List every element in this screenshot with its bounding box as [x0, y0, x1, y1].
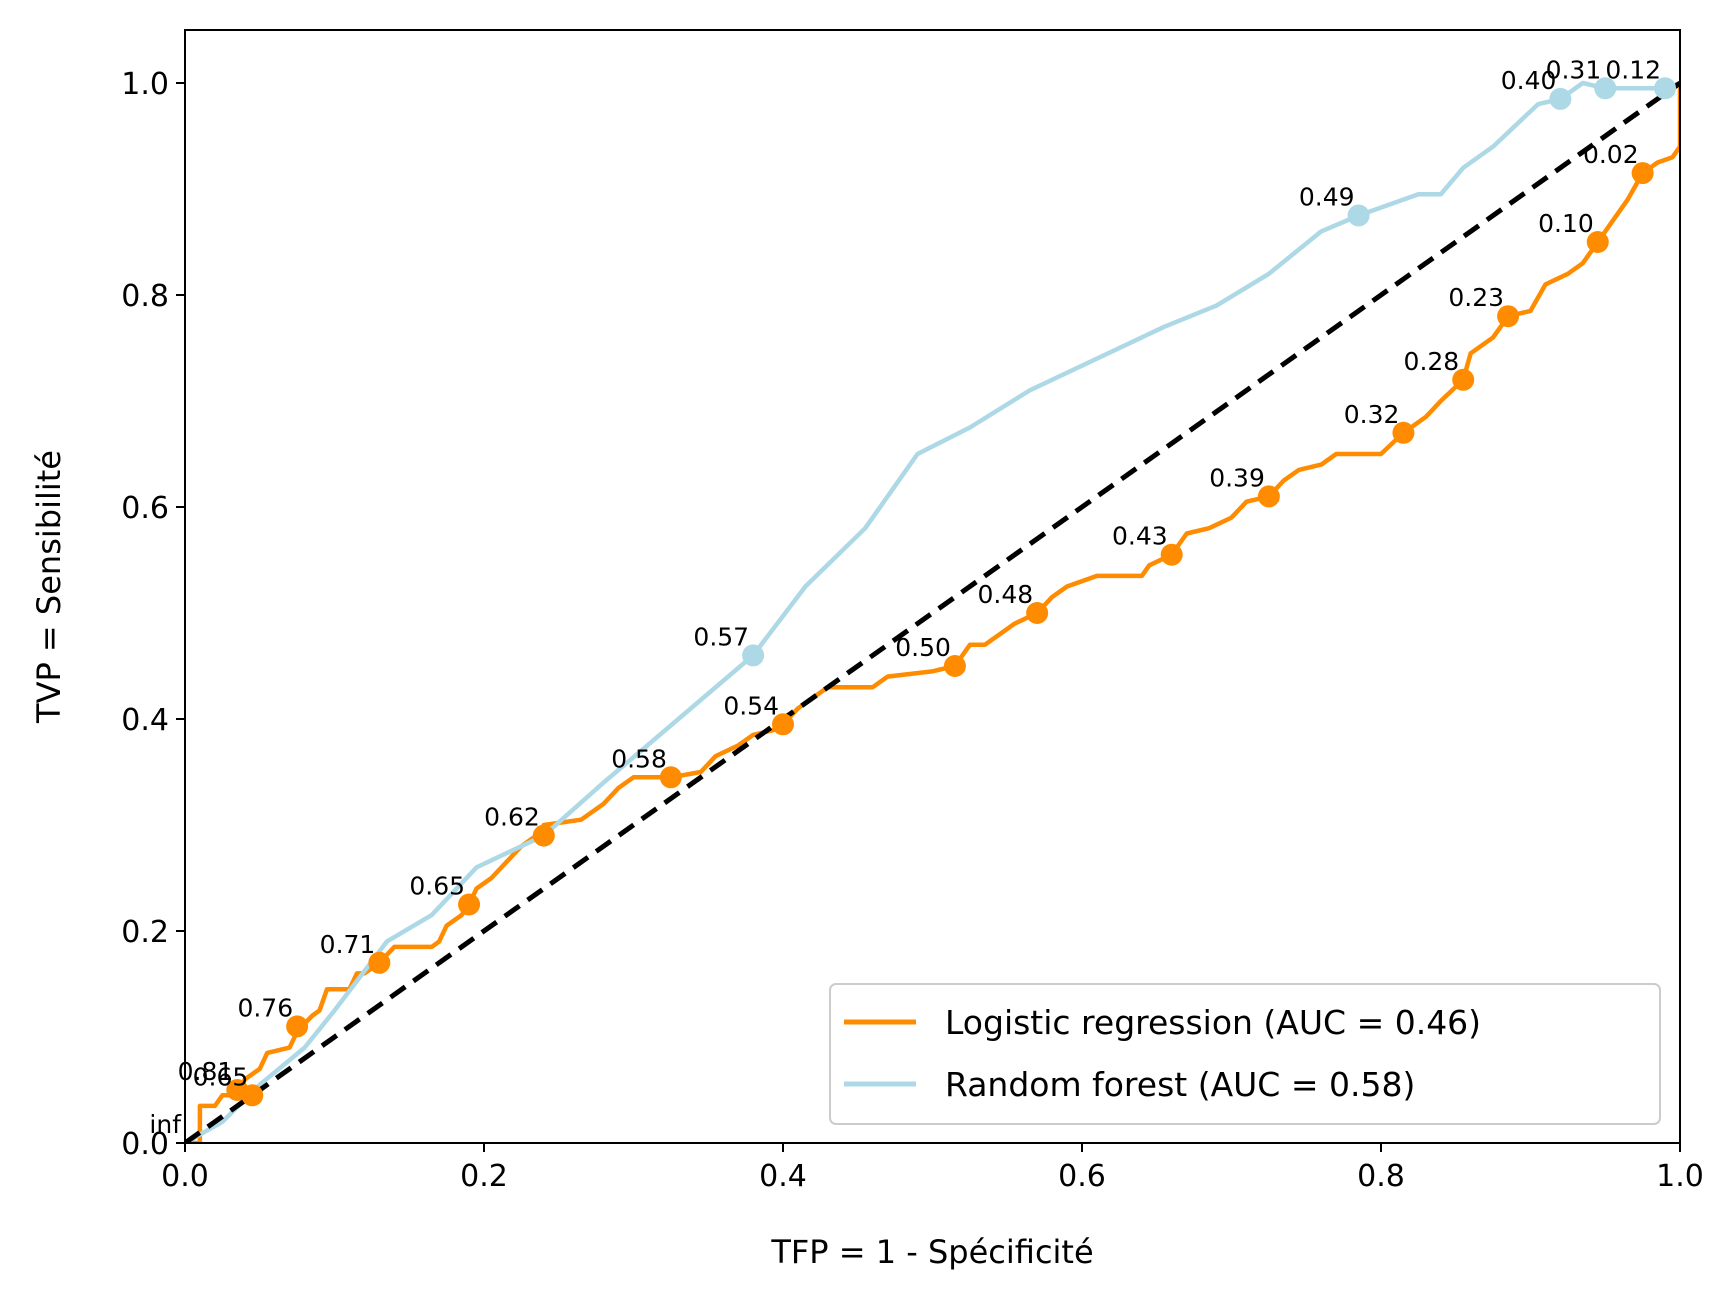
x-tick-label-1: 0.2 [460, 1159, 508, 1194]
threshold-label-1-1: 0.57 [693, 622, 749, 651]
threshold-label-0-14: 0.23 [1448, 283, 1504, 312]
diagonal-line [185, 80, 1680, 1143]
x-axis-label: TFP = 1 - Spécificité [770, 1233, 1093, 1271]
threshold-marker-0-7 [772, 713, 794, 736]
threshold-marker-0-11 [1257, 485, 1280, 508]
threshold-labels: 0.810.650.760.710.650.620.580.540.500.48… [149, 55, 1661, 1139]
threshold-marker-0-14 [1497, 305, 1520, 328]
threshold-marker-0-3 [368, 951, 391, 974]
y-tick-label-2: 0.4 [121, 703, 169, 738]
threshold-marker-0-15 [1586, 231, 1609, 253]
plot-frame [184, 29, 1681, 1144]
threshold-label-0-10: 0.43 [1112, 522, 1168, 551]
threshold-marker-0-6 [659, 766, 682, 789]
threshold-label-0-7: 0.54 [723, 691, 779, 720]
threshold-marker-0-8 [943, 655, 966, 677]
threshold-label-0-5: 0.62 [484, 803, 540, 832]
threshold-label-0-6: 0.58 [611, 744, 667, 773]
y-axis-label: TVP = Sensibilité [30, 450, 68, 724]
threshold-marker-0-1 [241, 1084, 264, 1107]
axis-ticks: 0.0 0.2 0.4 0.6 0.8 1.0 0.0 0.2 0.4 0.6 0.8 1.0 [121, 67, 1704, 1194]
data-layer [185, 77, 1680, 1143]
threshold-label-1-0: inf [149, 1110, 182, 1139]
threshold-label-0-13: 0.28 [1404, 347, 1460, 376]
y-tick-label-4: 0.8 [121, 279, 169, 314]
x-tick-label-2: 0.4 [759, 1159, 807, 1194]
threshold-marker-0-2 [286, 1015, 309, 1038]
x-tick-label-0: 0.0 [161, 1159, 209, 1194]
threshold-label-0-1: 0.65 [193, 1062, 249, 1091]
threshold-label-0-2: 0.76 [237, 993, 293, 1022]
y-tick-label-5: 1.0 [121, 67, 169, 102]
threshold-marker-1-4 [1594, 77, 1617, 100]
threshold-label-0-16: 0.02 [1583, 140, 1639, 169]
threshold-label-1-4: 0.31 [1546, 55, 1602, 84]
threshold-marker-0-12 [1392, 421, 1415, 444]
threshold-label-0-12: 0.32 [1344, 400, 1400, 429]
series-line-0 [185, 83, 1680, 1143]
threshold-marker-0-10 [1160, 543, 1183, 566]
x-tick-label-3: 0.6 [1058, 1159, 1106, 1194]
threshold-marker-1-5 [1654, 77, 1677, 100]
legend-entry-1: Random forest (AUC = 0.58) [945, 1065, 1415, 1104]
threshold-marker-1-3 [1549, 87, 1572, 110]
threshold-label-1-2: 0.49 [1299, 183, 1355, 212]
plot-area: 0.810.650.760.710.650.620.580.540.500.48… [149, 29, 1681, 1144]
y-tick-label-1: 0.2 [121, 915, 169, 950]
legend: Logistic regression (AUC = 0.46) Random f… [829, 983, 1661, 1125]
threshold-label-0-11: 0.39 [1209, 463, 1265, 492]
threshold-marker-1-1 [742, 644, 765, 667]
threshold-label-0-4: 0.65 [409, 872, 465, 901]
threshold-marker-0-9 [1026, 602, 1049, 624]
threshold-label-0-3: 0.71 [320, 930, 376, 959]
threshold-marker-0-13 [1452, 368, 1475, 391]
threshold-label-1-3: 0.40 [1501, 66, 1557, 95]
threshold-label-0-9: 0.48 [977, 580, 1033, 609]
series-line-1 [185, 80, 1680, 1143]
threshold-marker-0-16 [1631, 162, 1654, 185]
threshold-label-0-8: 0.50 [895, 633, 951, 662]
x-tick-label-5: 1.0 [1656, 1159, 1704, 1194]
threshold-label-0-15: 0.10 [1538, 209, 1594, 238]
threshold-label-1-5: 0.12 [1605, 55, 1661, 84]
y-tick-label-3: 0.6 [121, 491, 169, 526]
threshold-marker-0-4 [458, 893, 481, 916]
y-tick-label-0: 0.0 [121, 1127, 169, 1162]
legend-box [829, 983, 1661, 1125]
threshold-marker-1-2 [1347, 204, 1370, 227]
threshold-label-0-0: 0.81 [178, 1057, 234, 1086]
threshold-marker-0-5 [532, 824, 555, 847]
x-tick-label-4: 0.8 [1357, 1159, 1405, 1194]
legend-entry-0: Logistic regression (AUC = 0.46) [945, 1003, 1481, 1042]
